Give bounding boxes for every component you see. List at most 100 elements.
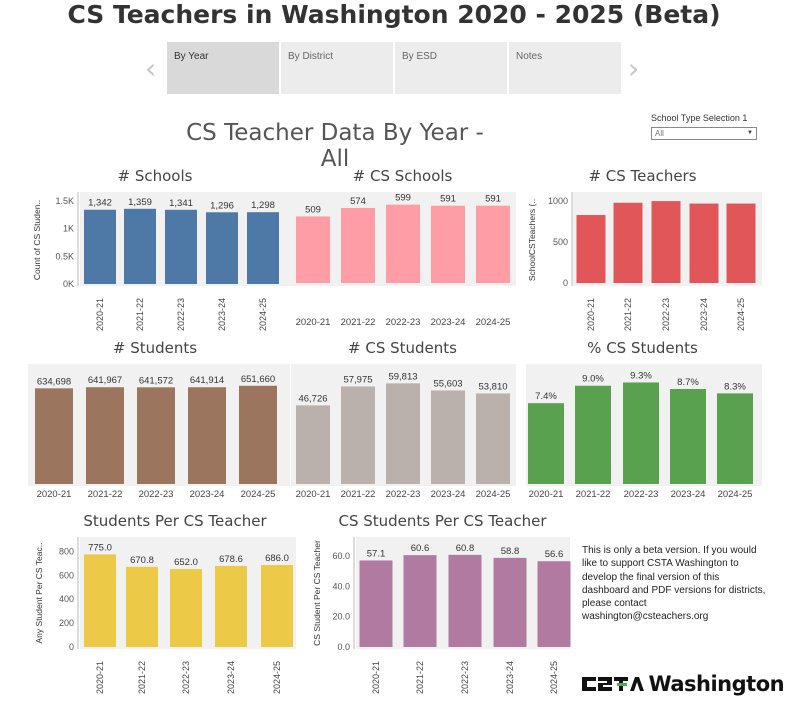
chart-title-pct-cs: % CS Students	[587, 339, 698, 357]
bar-cs_students-2022-23	[386, 383, 420, 484]
x-tick-label-per_teacher: 2020-21	[95, 661, 105, 694]
data-label-students: 641,572	[139, 375, 173, 386]
bar-students-2024-25	[239, 385, 277, 484]
x-tick-label-cs_teachers: 2024-25	[736, 298, 746, 331]
data-label-per_teacher: 678.6	[219, 554, 243, 565]
x-tick-label-schools: 2021-22	[135, 298, 145, 331]
x-tick-label-cs_teachers: 2022-23	[661, 298, 671, 331]
data-label-schools: 1,298	[251, 200, 275, 211]
data-label-per_teacher: 775.0	[88, 542, 112, 553]
bar-cs_schools-2021-22	[341, 207, 375, 283]
bar-cs_per_teacher-2020-21	[359, 560, 393, 647]
bar-cs_teachers-2022-23	[651, 201, 681, 283]
y-axis-label-schools: Count of CS Studen..	[32, 200, 42, 280]
tab-by-esd[interactable]: By ESD	[395, 42, 507, 94]
school-type-select[interactable]: All ▼	[651, 127, 757, 140]
bar-pct_cs-2024-25	[717, 393, 753, 484]
bar-students-2020-21	[35, 388, 73, 484]
tab-by-district[interactable]: By District	[281, 42, 393, 94]
chart-title-cs-teachers: # CS Teachers	[588, 167, 697, 185]
data-label-students: 641,914	[190, 375, 224, 386]
data-label-students: 651,660	[241, 374, 275, 385]
x-tick-label-cs_schools: 2023-24	[431, 317, 466, 328]
x-tick-label-per_teacher: 2021-22	[137, 661, 147, 694]
data-label-cs_students: 46,726	[298, 393, 327, 404]
bar-cs_per_teacher-2024-25	[537, 561, 571, 647]
x-tick-label-pct_cs: 2020-21	[529, 489, 564, 500]
bar-cs_schools-2020-21	[296, 216, 330, 283]
bar-cs_students-2020-21	[296, 405, 330, 484]
bar-cs_students-2021-22	[341, 386, 375, 484]
data-label-per_teacher: 652.0	[174, 557, 198, 568]
bar-schools-2024-25	[247, 212, 279, 284]
chart-title-cs-schools: # CS Schools	[352, 167, 453, 185]
x-tick-label-per_teacher: 2022-23	[181, 661, 191, 694]
x-tick-label-students: 2024-25	[241, 489, 276, 500]
x-tick-label-cs_per_teacher: 2023-24	[505, 661, 515, 694]
x-tick-label-cs_per_teacher: 2021-22	[415, 661, 425, 694]
data-label-pct_cs: 8.7%	[677, 377, 699, 388]
x-tick-label-cs_per_teacher: 2022-23	[460, 661, 470, 694]
bar-cs_teachers-2024-25	[726, 203, 756, 283]
data-label-pct_cs: 9.0%	[582, 374, 604, 385]
data-label-cs_students: 57,975	[343, 374, 372, 385]
bar-per_teacher-2023-24	[215, 565, 247, 647]
data-label-cs_per_teacher: 58.8	[501, 546, 520, 557]
x-tick-label-cs_schools: 2020-21	[296, 317, 331, 328]
tab-by-year[interactable]: By Year	[167, 42, 279, 94]
data-label-per_teacher: 686.0	[265, 553, 289, 564]
x-tick-label-schools: 2022-23	[176, 298, 186, 331]
x-tick-label-schools: 2024-25	[258, 298, 268, 331]
x-tick-label-cs_students: 2022-23	[386, 489, 421, 500]
data-label-cs_students: 59,813	[388, 371, 417, 382]
bar-cs_schools-2022-23	[386, 204, 420, 283]
data-label-pct_cs: 9.3%	[630, 370, 652, 381]
data-label-per_teacher: 670.8	[130, 555, 154, 566]
bar-pct_cs-2021-22	[575, 385, 611, 484]
school-type-filter-label: School Type Selection 1	[651, 113, 748, 123]
y-tick-label-per_teacher: 200	[59, 618, 74, 628]
x-tick-label-cs_per_teacher: 2024-25	[549, 661, 559, 694]
chevron-right-icon[interactable]: ›	[628, 52, 640, 85]
x-tick-label-cs_schools: 2024-25	[476, 317, 511, 328]
bar-cs_per_teacher-2022-23	[448, 554, 482, 647]
y-tick-label-cs_per_teacher: 60.0	[332, 551, 350, 561]
bar-cs_students-2024-25	[476, 393, 510, 484]
bar-per_teacher-2024-25	[261, 565, 293, 647]
y-tick-label-per_teacher: 800	[59, 546, 74, 556]
bar-schools-2020-21	[84, 209, 116, 284]
y-axis-label-cs_teachers: SchoolCSTeachers (..	[527, 199, 537, 281]
x-tick-label-students: 2021-22	[88, 489, 123, 500]
logo-text: Washington	[648, 672, 785, 696]
bar-cs_per_teacher-2021-22	[403, 555, 437, 647]
x-tick-label-cs_teachers: 2023-24	[699, 298, 709, 331]
chevron-left-icon[interactable]: ‹	[145, 52, 157, 85]
x-tick-label-cs_schools: 2022-23	[386, 317, 421, 328]
chart-title-schools: # Schools	[117, 167, 193, 185]
bar-cs_schools-2024-25	[476, 205, 510, 283]
y-tick-label-per_teacher: 400	[59, 594, 74, 604]
bar-pct_cs-2023-24	[670, 389, 706, 484]
csta-logo-mark	[582, 677, 644, 691]
bar-cs_schools-2023-24	[431, 205, 465, 283]
data-label-cs_per_teacher: 57.1	[367, 548, 386, 559]
data-label-students: 634,698	[37, 376, 71, 387]
data-label-pct_cs: 7.4%	[535, 391, 557, 402]
x-tick-label-schools: 2023-24	[217, 298, 227, 331]
data-label-schools: 1,296	[210, 200, 234, 211]
data-label-cs_per_teacher: 60.6	[411, 543, 430, 554]
x-tick-label-pct_cs: 2021-22	[576, 489, 611, 500]
y-tick-label-schools: 0.5K	[55, 251, 74, 261]
x-tick-label-students: 2020-21	[37, 489, 72, 500]
bar-cs_students-2023-24	[431, 390, 465, 484]
x-tick-label-per_teacher: 2023-24	[226, 661, 236, 694]
y-tick-label-schools: 0K	[63, 279, 74, 289]
data-label-cs_per_teacher: 60.8	[456, 543, 475, 554]
bar-pct_cs-2020-21	[528, 403, 564, 484]
data-label-cs_students: 55,603	[433, 378, 462, 389]
y-tick-label-cs_per_teacher: 40.0	[332, 581, 350, 591]
page-title: CS Teachers in Washington 2020 - 2025 (B…	[67, 0, 721, 29]
tab-notes[interactable]: Notes	[509, 42, 621, 94]
bar-schools-2021-22	[124, 208, 156, 284]
x-tick-label-cs_teachers: 2021-22	[623, 298, 633, 331]
